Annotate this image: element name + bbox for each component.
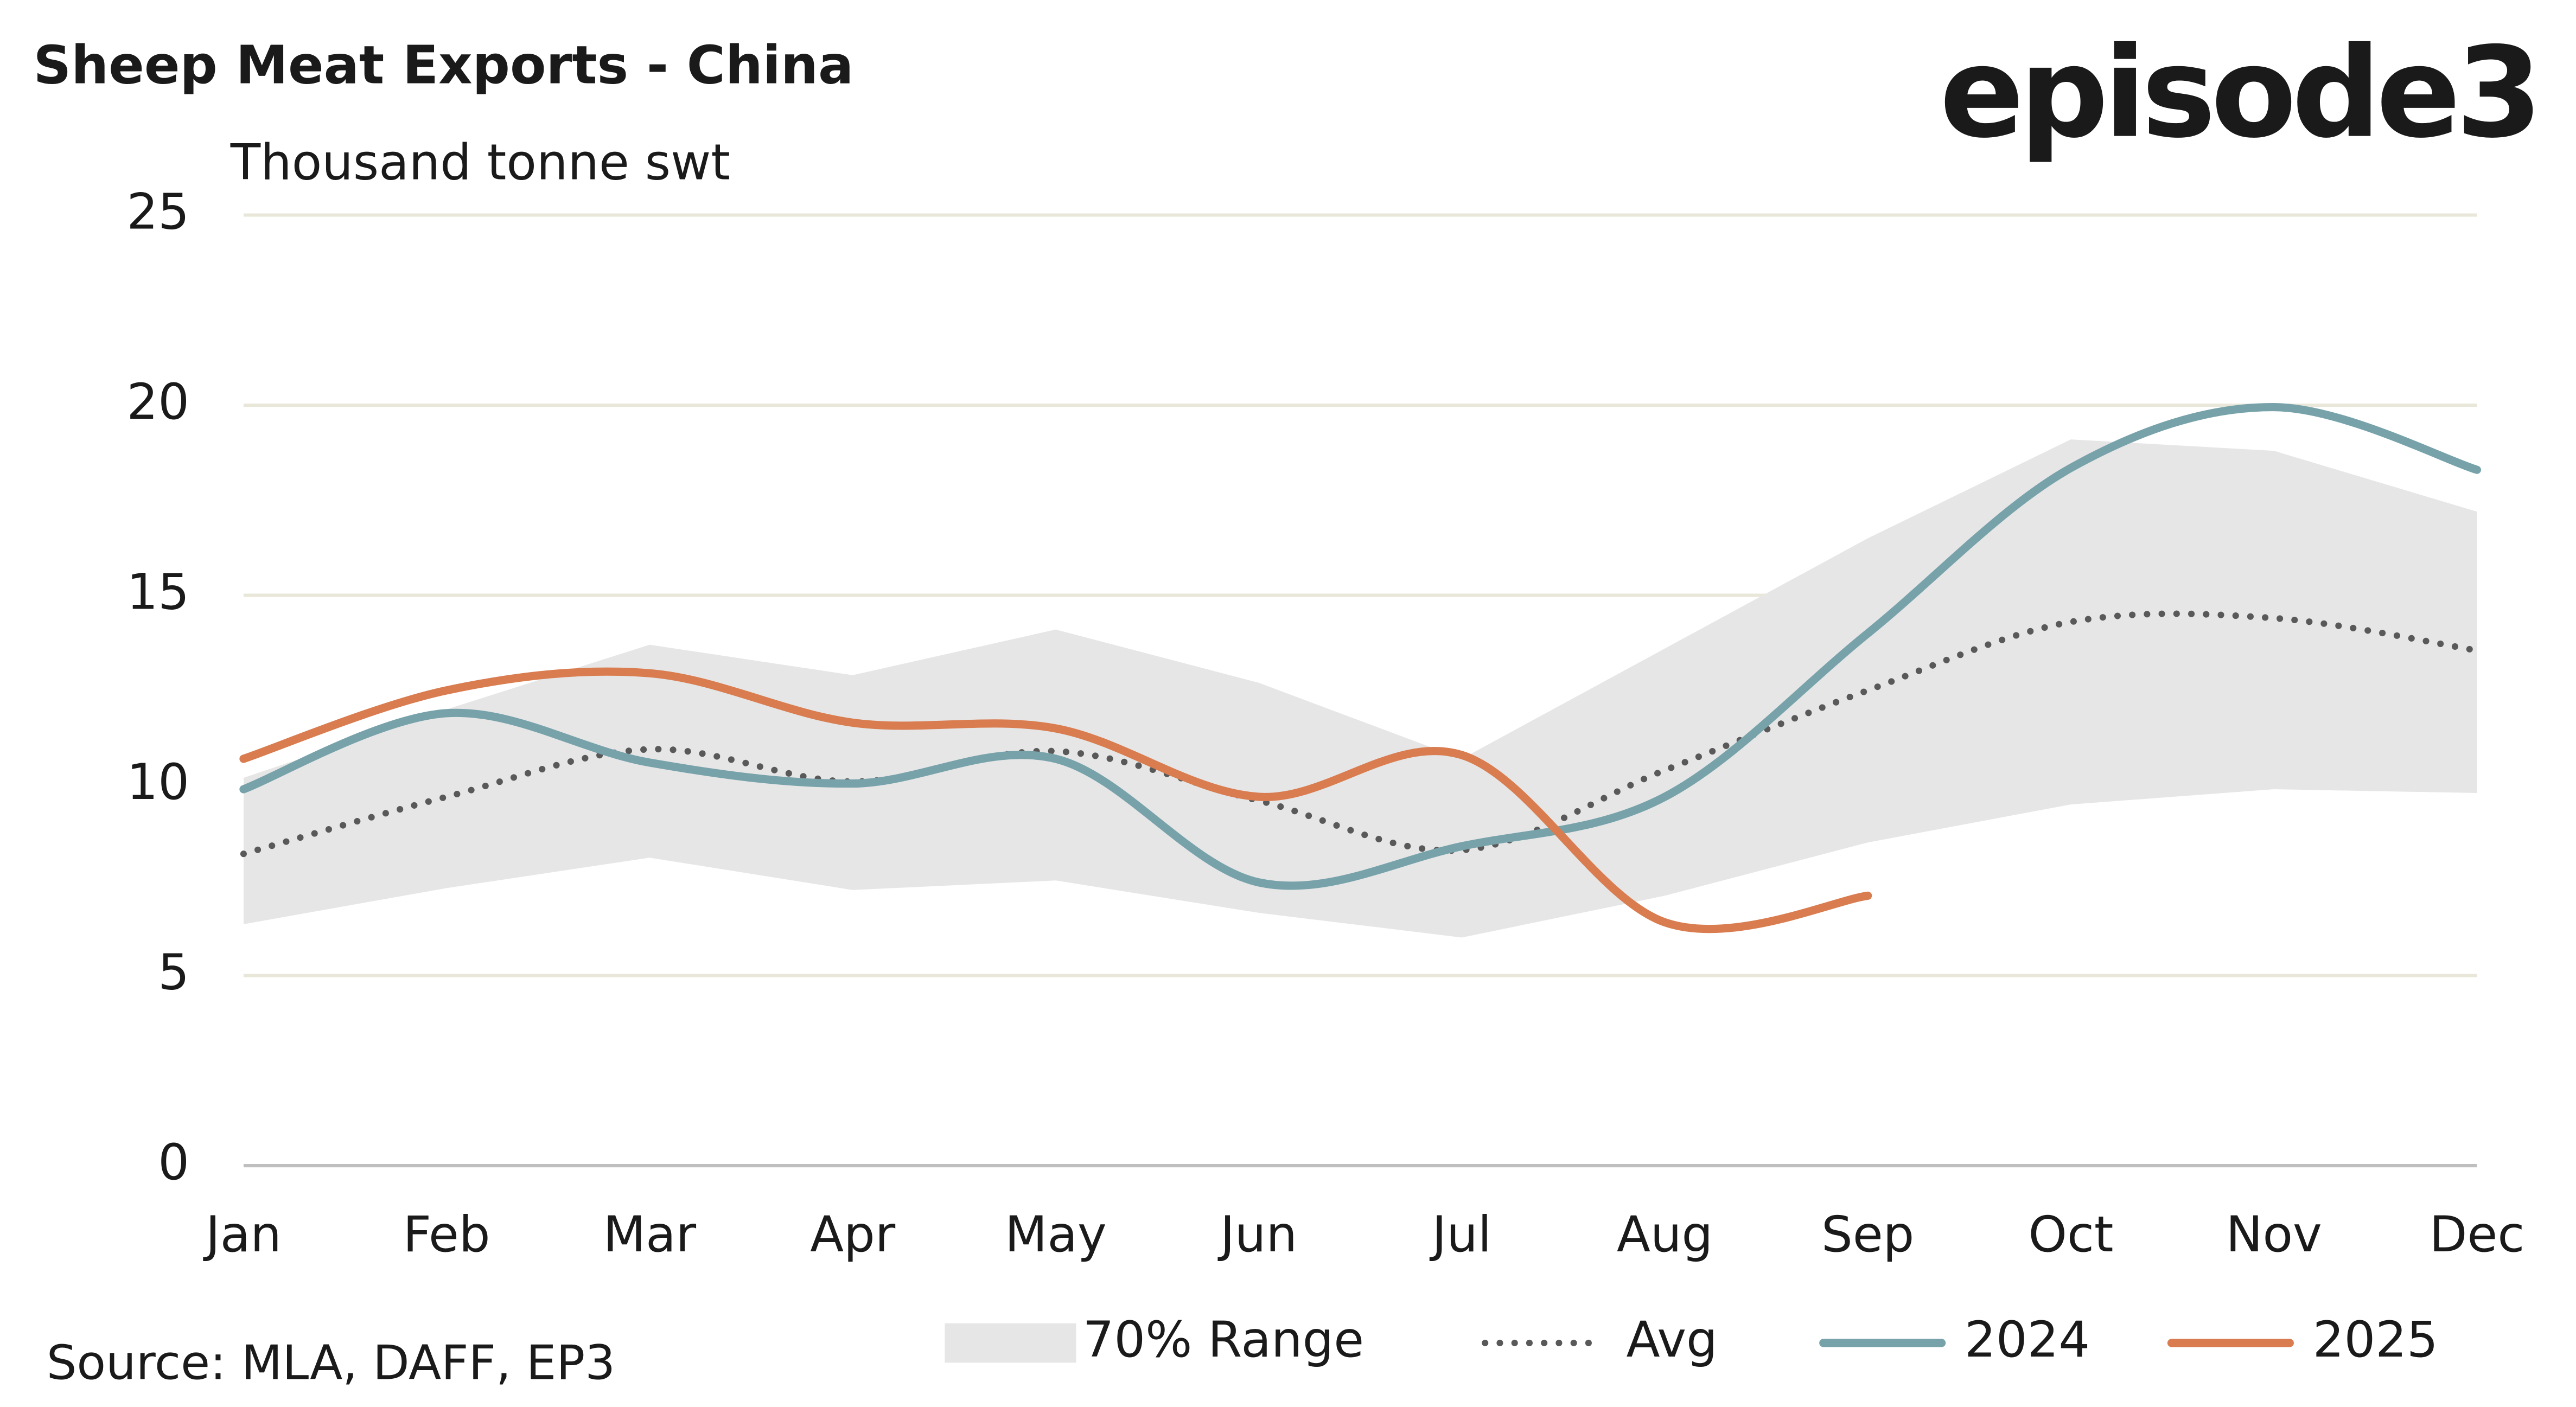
x-tick-label: Jul [1430, 1206, 1492, 1263]
legend-label: 2024 [1965, 1312, 2090, 1368]
range-area [243, 439, 2477, 938]
x-tick-label: Mar [603, 1206, 697, 1263]
y-tick-label: 10 [126, 754, 189, 811]
y-tick-label: 5 [158, 944, 189, 1001]
legend-label: 70% Range [1083, 1312, 1364, 1368]
legend-label: 2025 [2313, 1312, 2438, 1368]
x-tick-label: Aug [1617, 1206, 1713, 1263]
x-tick-label: Feb [403, 1206, 490, 1263]
y-tick-label: 15 [126, 564, 189, 621]
source: Source: MLA, DAFF, EP3 [47, 1335, 615, 1390]
legend-swatch [945, 1323, 1076, 1363]
x-tick-label: May [1005, 1206, 1107, 1263]
y-axis-label: Thousand tonne swt [230, 135, 730, 191]
y-tick-label: 25 [126, 183, 189, 240]
x-tick-label: Jun [1217, 1206, 1297, 1263]
x-tick-label: Nov [2226, 1206, 2322, 1263]
y-tick-label: 20 [126, 374, 189, 431]
x-tick-label: Dec [2430, 1206, 2525, 1263]
series-line [239, 667, 1872, 933]
series-line [239, 402, 2481, 890]
x-tick-label: Apr [810, 1206, 896, 1263]
legend-label: Avg [1627, 1312, 1718, 1368]
x-tick-label: Jan [203, 1206, 282, 1263]
y-tick-label: 0 [158, 1134, 189, 1191]
logo: episode3 [1940, 21, 2537, 166]
series-line [240, 610, 2481, 858]
x-tick-label: Sep [1821, 1206, 1914, 1263]
chart-title: Sheep Meat Exports - China [33, 34, 853, 95]
x-tick-label: Oct [2028, 1206, 2113, 1263]
